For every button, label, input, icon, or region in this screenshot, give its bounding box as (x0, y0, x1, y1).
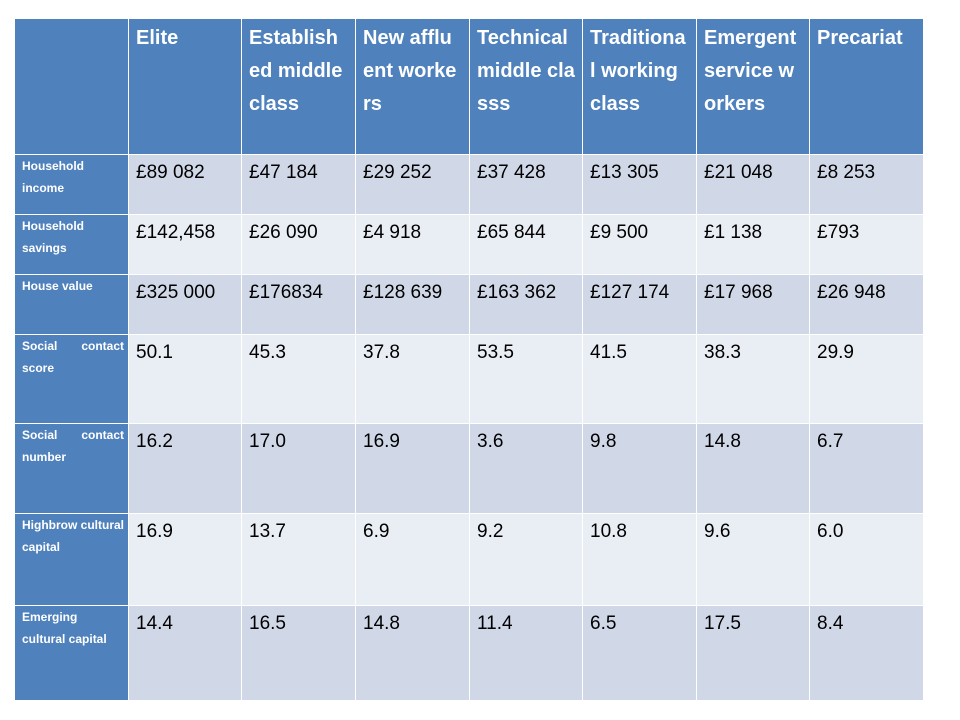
table-cell: 16.5 (241, 605, 356, 701)
table-cell: £1 138 (696, 214, 810, 275)
row-label: Highbrow cultural capital (14, 513, 129, 606)
table-cell: £9 500 (582, 214, 697, 275)
table-cell: £163 362 (469, 274, 583, 335)
table-cell: 6.5 (582, 605, 697, 701)
table-cell: 10.8 (582, 513, 697, 606)
table-cell: 53.5 (469, 334, 583, 424)
table-cell: 14.8 (355, 605, 470, 701)
table-cell: 37.8 (355, 334, 470, 424)
column-header-technical-middle-class: Technical middle classs (469, 18, 583, 155)
table-cell: 50.1 (128, 334, 242, 424)
table-cell: 38.3 (696, 334, 810, 424)
row-label: Household income (14, 154, 129, 215)
column-header-new-affluent-workers: New affluent workers (355, 18, 470, 155)
table-cell: 9.6 (696, 513, 810, 606)
table-cell: 6.7 (809, 423, 924, 514)
table-cell: 6.0 (809, 513, 924, 606)
table-cell: 29.9 (809, 334, 924, 424)
table-cell: 17.5 (696, 605, 810, 701)
table-row-household-savings: Household savings £142,458 £26 090 £4 91… (14, 214, 924, 275)
table-cell: 6.9 (355, 513, 470, 606)
table-cell: £793 (809, 214, 924, 275)
table-cell: £127 174 (582, 274, 697, 335)
column-header-traditional-working-class: Traditional working class (582, 18, 697, 155)
table-cell: £13 305 (582, 154, 697, 215)
table-cell: £21 048 (696, 154, 810, 215)
table-cell: £176834 (241, 274, 356, 335)
table-cell: 16.9 (355, 423, 470, 514)
table-cell: £128 639 (355, 274, 470, 335)
table-row-highbrow-cultural-capital: Highbrow cultural capital 16.9 13.7 6.9 … (14, 513, 924, 606)
table-cell: 13.7 (241, 513, 356, 606)
table-cell: 41.5 (582, 334, 697, 424)
table-cell: 11.4 (469, 605, 583, 701)
table-cell: 9.8 (582, 423, 697, 514)
table-row-house-value: House value £325 000 £176834 £128 639 £1… (14, 274, 924, 335)
table-cell: £8 253 (809, 154, 924, 215)
row-label: House value (14, 274, 129, 335)
table-cell: £142,458 (128, 214, 242, 275)
table-cell: 16.2 (128, 423, 242, 514)
table-cell: £17 968 (696, 274, 810, 335)
row-label: Household savings (14, 214, 129, 275)
table-cell: £47 184 (241, 154, 356, 215)
table-cell: £26 090 (241, 214, 356, 275)
corner-header-cell (14, 18, 129, 155)
class-comparison-table-container: Elite Established middle class New afflu… (14, 18, 924, 701)
column-header-emergent-service-workers: Emergent service workers (696, 18, 810, 155)
class-comparison-table: Elite Established middle class New afflu… (14, 18, 924, 701)
table-cell: 14.4 (128, 605, 242, 701)
column-header-elite: Elite (128, 18, 242, 155)
table-cell: 3.6 (469, 423, 583, 514)
table-cell: £29 252 (355, 154, 470, 215)
table-cell: 16.9 (128, 513, 242, 606)
table-cell: 9.2 (469, 513, 583, 606)
table-cell: £26 948 (809, 274, 924, 335)
column-header-precariat: Precariat (809, 18, 924, 155)
table-cell: 8.4 (809, 605, 924, 701)
table-row-emerging-cultural-capital: Emerging cultural capital 14.4 16.5 14.8… (14, 605, 924, 701)
column-header-established-middle-class: Established middle class (241, 18, 356, 155)
table-cell: 14.8 (696, 423, 810, 514)
table-cell: £89 082 (128, 154, 242, 215)
table-row-social-contact-number: Social contact number 16.2 17.0 16.9 3.6… (14, 423, 924, 514)
row-label: Emerging cultural capital (14, 605, 129, 701)
table-cell: £65 844 (469, 214, 583, 275)
table-cell: £37 428 (469, 154, 583, 215)
table-row-household-income: Household income £89 082 £47 184 £29 252… (14, 154, 924, 215)
table-cell: £325 000 (128, 274, 242, 335)
table-cell: 45.3 (241, 334, 356, 424)
table-cell: 17.0 (241, 423, 356, 514)
table-cell: £4 918 (355, 214, 470, 275)
row-label: Social contact score (14, 334, 129, 424)
row-label: Social contact number (14, 423, 129, 514)
table-row-social-contact-score: Social contact score 50.1 45.3 37.8 53.5… (14, 334, 924, 424)
header-row: Elite Established middle class New afflu… (14, 18, 924, 155)
